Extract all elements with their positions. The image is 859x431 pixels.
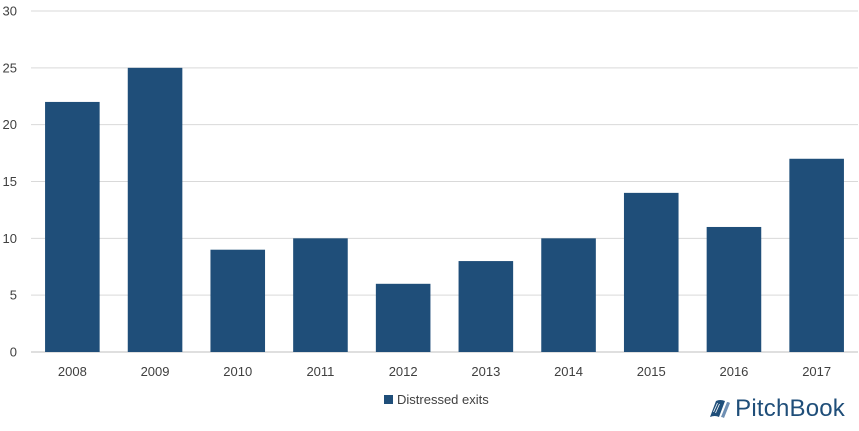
x-tick-label: 2013	[471, 364, 500, 379]
bar-2015	[623, 192, 679, 352]
x-tick-label: 2009	[141, 364, 170, 379]
bars	[45, 67, 844, 352]
bar-2008	[45, 101, 100, 352]
y-tick-label: 20	[3, 117, 17, 132]
x-tick-label: 2008	[58, 364, 87, 379]
bar-2010	[210, 249, 266, 352]
x-tick-label: 2010	[223, 364, 252, 379]
bar-2013	[458, 261, 514, 352]
x-tick-label: 2011	[306, 364, 334, 379]
legend-label: Distressed exits	[397, 392, 489, 407]
y-tick-label: 30	[3, 4, 17, 19]
pitchbook-logo: PitchBook	[707, 395, 845, 423]
y-tick-label: 5	[10, 288, 17, 303]
x-tick-label: 2014	[554, 364, 583, 379]
bar-2014	[541, 238, 596, 352]
bar-2009	[127, 67, 183, 352]
y-tick-label: 10	[3, 231, 17, 246]
x-tick-label: 2015	[637, 364, 666, 379]
x-axis-ticks: 2008 2009 2010 2011 2012 2013 2014 2015 2016 2017	[58, 364, 831, 379]
x-tick-label: 2012	[389, 364, 418, 379]
y-axis-ticks: 0 5 10 15 20 25 30	[3, 4, 17, 360]
y-tick-label: 25	[3, 60, 17, 75]
y-tick-label: 0	[10, 345, 17, 360]
legend: Distressed exits	[384, 392, 489, 407]
pitchbook-logo-text: PitchBook	[735, 395, 845, 422]
legend-swatch	[384, 395, 393, 404]
bar-2017	[789, 158, 844, 352]
bar-2011	[293, 238, 348, 352]
y-tick-label: 15	[3, 174, 17, 189]
bar-2016	[706, 226, 762, 352]
x-tick-label: 2017	[802, 364, 831, 379]
pitchbook-book-icon	[710, 400, 731, 418]
x-tick-label: 2016	[719, 364, 748, 379]
bar-2012	[375, 283, 431, 352]
